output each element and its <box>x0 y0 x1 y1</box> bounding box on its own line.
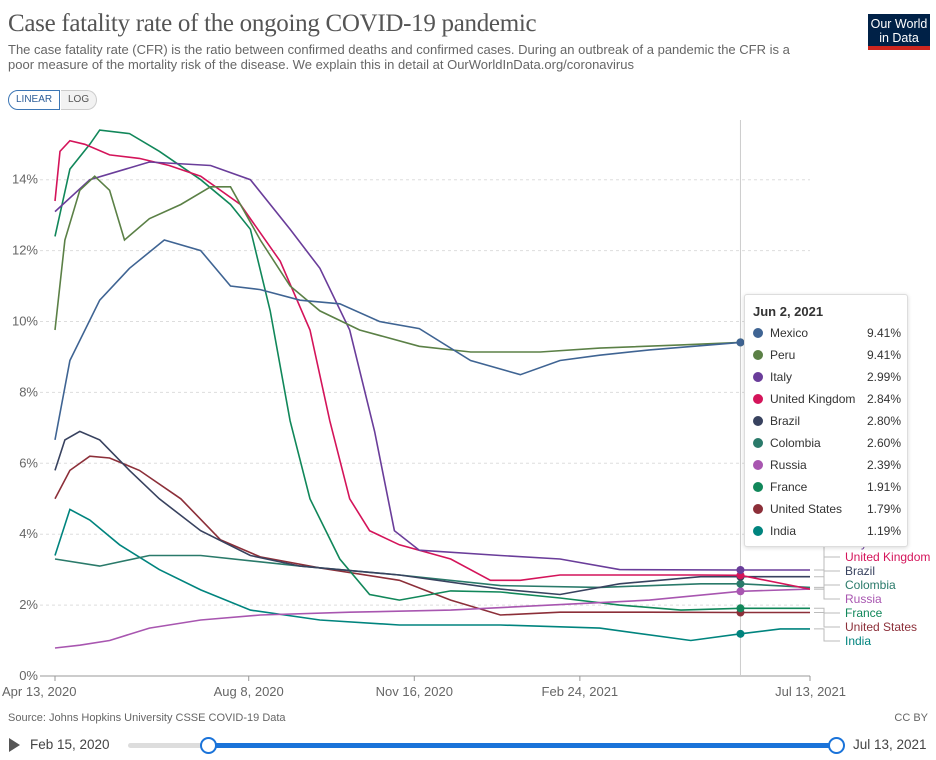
chart-subtitle: The case fatality rate (CFR) is the rati… <box>8 42 790 72</box>
series-line-peru[interactable] <box>54 175 741 353</box>
timeline-end-date: Jul 13, 2021 <box>853 737 927 752</box>
timeline-selected-range <box>208 743 836 748</box>
chart-title: Case fatality rate of the ongoing COVID-… <box>8 10 537 37</box>
y-tick-label: 4% <box>19 526 38 541</box>
x-tick-label: Feb 24, 2021 <box>542 684 619 699</box>
x-tick-label: Apr 13, 2020 <box>2 684 76 699</box>
tooltip-row: Russia 2.39% <box>753 456 901 474</box>
tooltip-country: Mexico <box>770 326 809 340</box>
hover-point <box>736 629 745 638</box>
label-connector <box>814 612 840 628</box>
hover-point <box>736 604 745 613</box>
tooltip-country: Peru <box>770 348 796 362</box>
tooltip-value: 9.41% <box>866 326 901 340</box>
series-color-dot <box>753 526 763 536</box>
series-line-italy[interactable] <box>54 161 810 571</box>
tooltip-country: Brazil <box>770 414 801 428</box>
y-tick-label: 10% <box>12 314 38 329</box>
series-color-dot <box>753 372 763 382</box>
tooltip-value: 2.80% <box>866 414 901 428</box>
series-color-dot <box>753 394 763 404</box>
series-line-mexico[interactable] <box>54 239 741 441</box>
timeline-start-date: Feb 15, 2020 <box>30 737 110 752</box>
tooltip-country: Colombia <box>770 436 821 450</box>
tooltip: Jun 2, 2021 Mexico 9.41% Peru 9.41% Italy 2.9… <box>744 294 908 547</box>
tooltip-value: 2.99% <box>866 370 901 384</box>
tooltip-row: France 1.91% <box>753 478 901 496</box>
timeline-start-handle[interactable] <box>200 737 217 754</box>
x-tick-label: Nov 16, 2020 <box>376 684 453 699</box>
y-tick-label: 6% <box>19 455 38 470</box>
hover-point <box>736 566 745 575</box>
series-end-label[interactable]: France <box>845 606 883 620</box>
tooltip-row: Italy 2.99% <box>753 368 901 386</box>
series-line-russia[interactable] <box>54 588 811 649</box>
hover-point <box>736 587 745 596</box>
series-line-france[interactable] <box>54 129 810 611</box>
series-color-dot <box>753 482 763 492</box>
series-color-dot <box>753 350 763 360</box>
series-end-label[interactable]: India <box>845 634 871 648</box>
tooltip-country: United Kingdom <box>770 392 856 406</box>
y-tick-label: 12% <box>12 243 38 258</box>
y-tick-label: 14% <box>12 172 38 187</box>
tooltip-row: Peru 9.41% <box>753 346 901 364</box>
tooltip-row: United States 1.79% <box>753 500 901 518</box>
label-connector <box>814 570 840 578</box>
tooltip-date: Jun 2, 2021 <box>753 304 824 319</box>
series-line-india[interactable] <box>54 508 810 642</box>
series-line-united-states[interactable] <box>54 455 810 616</box>
tooltip-row: United Kingdom 2.84% <box>753 390 901 408</box>
tooltip-value: 1.79% <box>866 502 901 516</box>
label-connector <box>814 628 840 642</box>
tooltip-value: 9.41% <box>866 348 901 362</box>
label-connector <box>814 556 840 590</box>
series-color-dot <box>753 416 763 426</box>
series-line-brazil[interactable] <box>54 430 810 596</box>
tooltip-value: 2.60% <box>866 436 901 450</box>
log-scale-button[interactable]: LOG <box>61 90 98 110</box>
timeline-end-handle[interactable] <box>828 737 845 754</box>
tooltip-row: India 1.19% <box>753 522 901 540</box>
tooltip-value: 2.84% <box>866 392 901 406</box>
tooltip-country: Russia <box>770 458 807 472</box>
play-icon[interactable] <box>9 738 20 752</box>
linear-scale-button[interactable]: LINEAR <box>8 90 61 110</box>
tooltip-country: Italy <box>770 370 793 384</box>
tooltip-country: France <box>770 480 808 494</box>
series-color-dot <box>753 460 763 470</box>
tooltip-row: Mexico 9.41% <box>753 324 901 342</box>
tooltip-value: 1.19% <box>866 524 901 538</box>
label-connector <box>814 588 840 600</box>
label-connector <box>814 607 840 614</box>
series-end-label[interactable]: Colombia <box>845 578 896 592</box>
tooltip-row: Brazil 2.80% <box>753 412 901 430</box>
hover-point <box>736 579 745 588</box>
y-tick-label: 8% <box>19 384 38 399</box>
series-end-label[interactable]: United States <box>845 620 917 634</box>
series-end-label[interactable]: United Kingdom <box>845 550 930 564</box>
x-tick-label: Jul 13, 2021 <box>775 684 846 699</box>
source-note[interactable]: Source: Johns Hopkins University CSSE CO… <box>8 712 286 724</box>
tooltip-row: Colombia 2.60% <box>753 434 901 452</box>
series-end-label[interactable]: Russia <box>845 592 882 606</box>
line-chart[interactable]: 0% 2% 4% 6% 8% 10% 12% 14% Apr 13, 2020 Aug 8, 20… <box>0 0 936 710</box>
owid-logo[interactable]: Our World in Data <box>868 14 930 50</box>
series-end-label[interactable]: Brazil <box>845 564 875 578</box>
label-connector <box>814 584 840 588</box>
series-color-dot <box>753 504 763 514</box>
series-color-dot <box>753 328 763 338</box>
tooltip-value: 2.39% <box>866 458 901 472</box>
series-line-colombia[interactable] <box>54 554 811 589</box>
tooltip-country: India <box>770 524 797 538</box>
y-tick-label: 2% <box>19 597 38 612</box>
hover-point <box>736 338 745 347</box>
series-color-dot <box>753 438 763 448</box>
x-tick-label: Aug 8, 2020 <box>214 684 284 699</box>
tooltip-value: 1.91% <box>866 480 901 494</box>
license[interactable]: CC BY <box>894 712 928 724</box>
tooltip-country: United States <box>770 502 843 516</box>
series-line-united-kingdom[interactable] <box>54 139 811 590</box>
y-tick-label: 0% <box>19 668 38 683</box>
